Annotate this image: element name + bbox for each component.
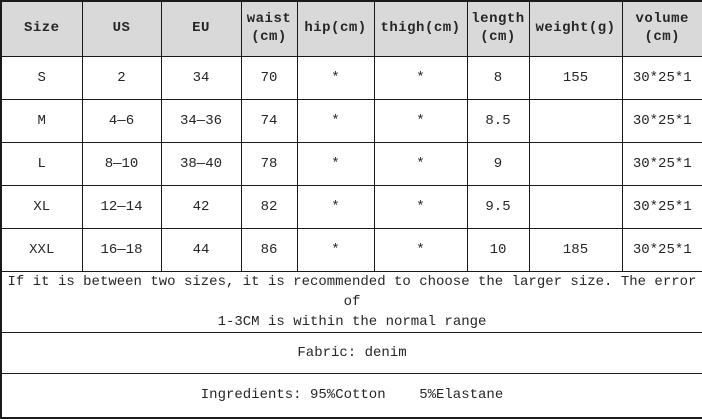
table-cell: *	[296, 98, 375, 143]
table-cell: 155	[528, 55, 623, 100]
table-row-s: S 2 34 70 * * 8 155 30*25*1	[0, 55, 702, 100]
table-row-m: M 4—6 34—36 74 * * 8.5 30*25*1	[0, 98, 702, 143]
table-cell: 16—18	[81, 227, 162, 272]
table-cell: *	[296, 141, 375, 186]
table-cell: 42	[160, 184, 242, 229]
table-cell: *	[373, 55, 468, 100]
table-cell: 70	[240, 55, 298, 100]
table-cell: 12—14	[81, 184, 162, 229]
table-cell: *	[296, 55, 375, 100]
table-cell: *	[296, 227, 375, 272]
table-cell: *	[373, 184, 468, 229]
table-cell: 8.5	[466, 98, 530, 143]
table-cell: 185	[528, 227, 623, 272]
table-header-row: Size US EU waist (cm) hip(cm) thigh(cm) …	[0, 0, 702, 57]
table-cell: 82	[240, 184, 298, 229]
size-note-row: If it is between two sizes, it is recomm…	[0, 270, 702, 334]
header-cell-weight: weight(g)	[528, 0, 623, 57]
header-cell-us: US	[81, 0, 162, 57]
table-cell: 30*25*1	[621, 227, 702, 272]
header-cell-eu: EU	[160, 0, 242, 57]
table-cell: 2	[81, 55, 162, 100]
table-cell	[528, 98, 623, 143]
table-cell: *	[373, 98, 468, 143]
header-cell-length: length (cm)	[466, 0, 530, 57]
table-row-l: L 8—10 38—40 78 * * 9 30*25*1	[0, 141, 702, 186]
table-cell: L	[0, 141, 83, 186]
table-cell: 9	[466, 141, 530, 186]
table-cell: XL	[0, 184, 83, 229]
header-cell-thigh: thigh(cm)	[373, 0, 468, 57]
header-cell-waist: waist (cm)	[240, 0, 298, 57]
table-cell: 44	[160, 227, 242, 272]
ingredients-note-row: Ingredients: 95%Cotton 5%Elastane	[0, 373, 702, 419]
fabric-note-text: Fabric: denim	[0, 332, 702, 375]
table-cell: M	[0, 98, 83, 143]
table-cell: 30*25*1	[621, 55, 702, 100]
table-cell: 9.5	[466, 184, 530, 229]
table-row-xxl: XXL 16—18 44 86 * * 10 185 30*25*1	[0, 227, 702, 272]
table-cell: 30*25*1	[621, 184, 702, 229]
fabric-note-row: Fabric: denim	[0, 332, 702, 375]
table-cell: 34—36	[160, 98, 242, 143]
table-cell: 10	[466, 227, 530, 272]
table-cell: 8	[466, 55, 530, 100]
table-cell: 4—6	[81, 98, 162, 143]
table-cell: 78	[240, 141, 298, 186]
header-cell-size: Size	[0, 0, 83, 57]
table-cell: 30*25*1	[621, 98, 702, 143]
table-cell: 30*25*1	[621, 141, 702, 186]
table-cell	[528, 184, 623, 229]
table-cell	[528, 141, 623, 186]
table-cell: S	[0, 55, 83, 100]
table-cell: 74	[240, 98, 298, 143]
table-cell: 8—10	[81, 141, 162, 186]
table-cell: XXL	[0, 227, 83, 272]
table-cell: 34	[160, 55, 242, 100]
size-note-text: If it is between two sizes, it is recomm…	[0, 270, 702, 334]
table-cell: 86	[240, 227, 298, 272]
table-cell: *	[373, 141, 468, 186]
table-cell: *	[373, 227, 468, 272]
table-cell: 38—40	[160, 141, 242, 186]
ingredients-note-text: Ingredients: 95%Cotton 5%Elastane	[0, 373, 702, 419]
table-row-xl: XL 12—14 42 82 * * 9.5 30*25*1	[0, 184, 702, 229]
header-cell-hip: hip(cm)	[296, 0, 375, 57]
table-cell: *	[296, 184, 375, 229]
header-cell-volume: volume (cm)	[621, 0, 702, 57]
